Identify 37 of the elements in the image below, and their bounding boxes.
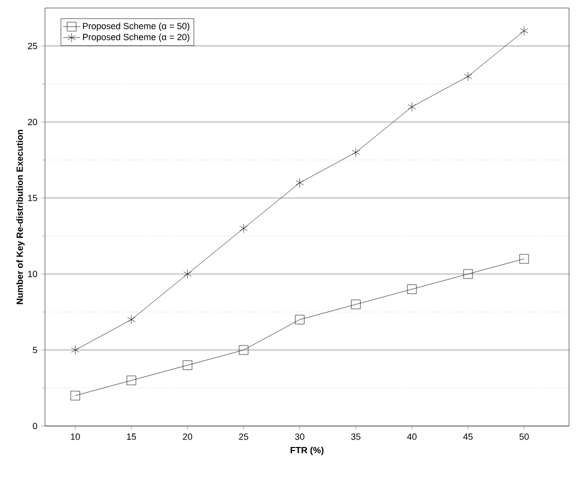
x-tick-label: 40	[407, 434, 417, 440]
point	[520, 26, 528, 36]
point	[296, 178, 304, 188]
point	[408, 102, 416, 112]
point	[238, 345, 248, 355]
y-tick-label: 15	[28, 194, 38, 202]
legend-label: Proposed Scheme (α = 50)	[83, 22, 190, 31]
x-tick-label: 10	[70, 434, 80, 440]
point	[295, 314, 304, 324]
y-tick-label: 10	[28, 270, 38, 278]
point	[351, 300, 361, 310]
x-tick-label: 25	[239, 434, 248, 440]
point	[126, 376, 136, 386]
x-tick-label: 35	[351, 434, 360, 440]
x-tick-label: 15	[127, 434, 136, 440]
y-tick-label: 5	[32, 346, 38, 354]
y-axis-title: Number of Key Re-distribution Execution	[16, 130, 25, 304]
point	[352, 148, 360, 158]
x-tick-label: 50	[520, 434, 529, 440]
point	[71, 345, 80, 355]
point	[519, 254, 529, 264]
point	[183, 269, 192, 279]
y-tick-label: 0	[32, 422, 38, 430]
y-tick-label: 20	[28, 118, 38, 126]
x-tick-label: 20	[182, 434, 192, 440]
x-axis-title: FTR (%)	[290, 446, 324, 456]
point	[70, 390, 80, 400]
point	[464, 72, 472, 82]
y-tick-label: 25	[28, 42, 38, 50]
point	[182, 360, 192, 370]
legend-label: Proposed Scheme (α = 20)	[83, 34, 190, 42]
point	[407, 284, 417, 294]
x-tick-label: 30	[295, 434, 304, 440]
x-tick-label: 45	[463, 434, 473, 440]
point	[127, 314, 136, 324]
point	[240, 224, 248, 234]
point	[463, 269, 473, 279]
